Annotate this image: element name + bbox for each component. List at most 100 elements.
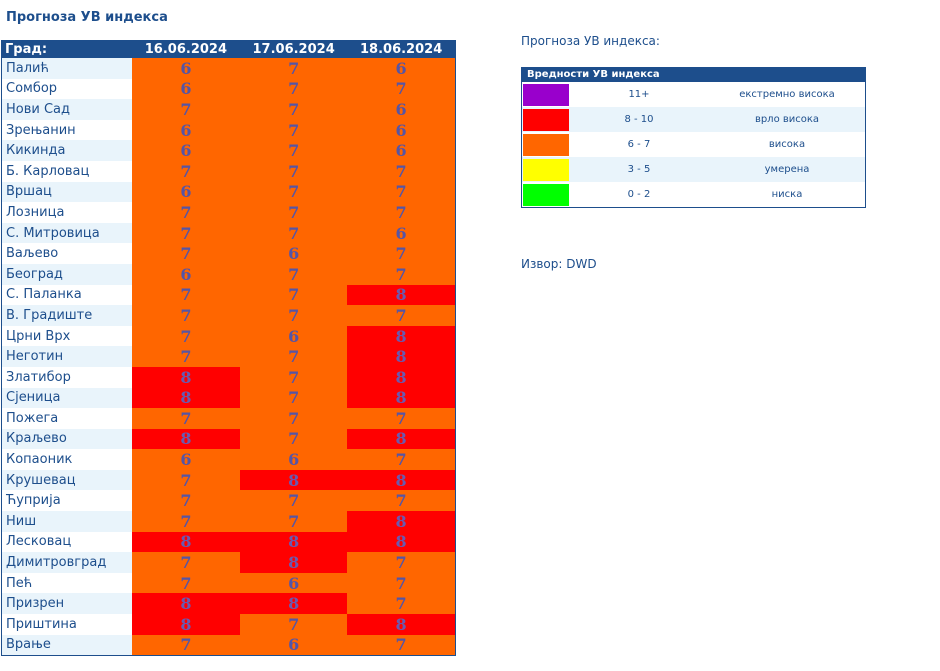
table-row: Нови Сад 7 7 6	[1, 99, 456, 120]
uv-value-cell: 8	[131, 531, 241, 553]
legend-color-swatch	[523, 183, 569, 206]
uv-value-cell: 7	[240, 346, 348, 367]
uv-value-cell: 7	[131, 511, 241, 532]
uv-value-cell: 7	[131, 552, 241, 573]
legend-color-swatch	[523, 83, 569, 106]
table-row: Врање 7 6 7	[1, 634, 456, 656]
table-row: Црни Врх 7 6 8	[1, 325, 456, 347]
table-row: Крушевац 7 8 8	[1, 469, 456, 491]
uv-value-cell: 8	[347, 346, 456, 367]
date-column-header: 17.06.2024	[240, 40, 348, 58]
city-name: Врање	[1, 634, 132, 656]
table-row: Вршац 6 7 7	[1, 181, 456, 203]
uv-value-cell: 7	[240, 408, 348, 429]
city-name: С. Паланка	[1, 284, 132, 306]
uv-value-cell: 6	[240, 325, 348, 347]
uv-value-cell: 6	[131, 58, 241, 79]
city-name: Приштина	[1, 614, 132, 635]
uv-value-cell: 6	[347, 140, 456, 161]
uv-value-cell: 7	[347, 552, 456, 573]
uv-value-cell: 7	[347, 408, 456, 429]
uv-value-cell: 7	[240, 119, 348, 141]
uv-value-cell: 8	[240, 552, 348, 573]
table-row: Димитровград 7 8 7	[1, 552, 456, 573]
uv-value-cell: 7	[240, 99, 348, 120]
legend-range: 11+	[628, 89, 650, 100]
uv-value-cell: 7	[347, 449, 456, 470]
city-name: Ваљево	[1, 243, 132, 264]
city-name: Златибор	[1, 366, 132, 388]
table-row: Призрен 8 8 7	[1, 593, 456, 615]
uv-value-cell: 7	[131, 99, 241, 120]
uv-value-cell: 7	[347, 202, 456, 223]
city-name: Крушевац	[1, 469, 132, 491]
legend-row: 0 - 2 ниска	[522, 182, 865, 207]
city-name: Зрењанин	[1, 119, 132, 141]
uv-value-cell: 7	[347, 243, 456, 264]
city-name: Сјеница	[1, 387, 132, 409]
uv-value-cell: 7	[240, 263, 348, 285]
city-name: Б. Карловац	[1, 160, 132, 182]
city-name: Призрен	[1, 593, 132, 615]
legend-range: 3 - 5	[627, 164, 651, 175]
uv-value-cell: 8	[347, 284, 456, 306]
legend-row: 3 - 5 умерена	[522, 157, 865, 182]
uv-value-cell: 7	[131, 572, 241, 594]
table-row: Краљево 8 7 8	[1, 428, 456, 450]
table-row: Лесковац 8 8 8	[1, 531, 456, 553]
legend-row: 11+ екстремно висока	[522, 82, 865, 107]
legend-color-swatch	[523, 108, 569, 131]
uv-value-cell: 8	[240, 531, 348, 553]
table-row: Б. Карловац 7 7 7	[1, 160, 456, 182]
source-note: Извор: DWD	[521, 257, 597, 271]
legend-label: врло висока	[754, 114, 820, 125]
city-name: Црни Врх	[1, 325, 132, 347]
city-name: Пожега	[1, 408, 132, 429]
city-name: Ниш	[1, 511, 132, 532]
uv-value-cell: 7	[131, 408, 241, 429]
city-name: Лозница	[1, 202, 132, 223]
city-name: Ћуприја	[1, 490, 132, 512]
city-name: Палић	[1, 58, 132, 79]
legend-label: ниска	[771, 189, 803, 200]
table-row: Кикинда 6 7 6	[1, 140, 456, 161]
uv-value-cell: 7	[347, 490, 456, 512]
legend-label: висока	[768, 139, 806, 150]
uv-value-cell: 7	[131, 346, 241, 367]
uv-value-cell: 7	[347, 78, 456, 100]
table-row: В. Градиште 7 7 7	[1, 305, 456, 326]
uv-value-cell: 6	[347, 222, 456, 244]
uv-value-cell: 7	[240, 160, 348, 182]
table-row: Копаоник 6 6 7	[1, 449, 456, 470]
city-name: Нови Сад	[1, 99, 132, 120]
uv-value-cell: 7	[240, 614, 348, 635]
uv-value-cell: 8	[131, 593, 241, 615]
legend-label: умерена	[764, 164, 810, 175]
uv-value-cell: 7	[240, 387, 348, 409]
city-name: Димитровград	[1, 552, 132, 573]
uv-value-cell: 7	[240, 58, 348, 79]
uv-value-cell: 7	[131, 243, 241, 264]
uv-value-cell: 7	[131, 284, 241, 306]
table-row: Сјеница 8 7 8	[1, 387, 456, 409]
city-name: Краљево	[1, 428, 132, 450]
uv-value-cell: 6	[131, 119, 241, 141]
uv-value-cell: 7	[131, 469, 241, 491]
table-row: Златибор 8 7 8	[1, 366, 456, 388]
table-row: Пећ 7 6 7	[1, 572, 456, 594]
uv-value-cell: 7	[347, 572, 456, 594]
uv-value-cell: 8	[347, 469, 456, 491]
legend-caption: Прогноза УВ индекса:	[521, 34, 660, 48]
uv-value-cell: 6	[240, 243, 348, 264]
table-row: С. Паланка 7 7 8	[1, 284, 456, 306]
uv-value-cell: 6	[347, 99, 456, 120]
city-name: С. Митровица	[1, 222, 132, 244]
uv-value-cell: 8	[347, 511, 456, 532]
table-row: С. Митровица 7 7 6	[1, 222, 456, 244]
uv-value-cell: 8	[347, 366, 456, 388]
uv-value-cell: 8	[347, 428, 456, 450]
page-title: Прогноза УВ индекса	[6, 10, 168, 25]
uv-value-cell: 7	[240, 305, 348, 326]
legend-range: 0 - 2	[627, 189, 651, 200]
table-row: Сомбор 6 7 7	[1, 78, 456, 100]
